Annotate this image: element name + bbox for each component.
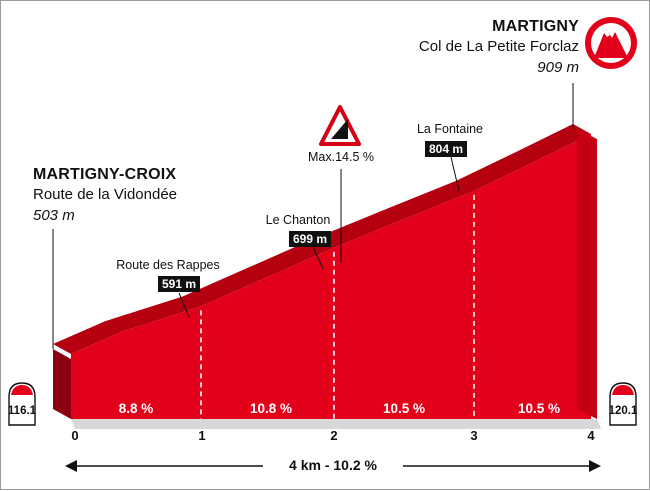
finish-altitude: 909 m (537, 59, 579, 76)
distance-summary: 4 km - 10.2 % (263, 457, 403, 473)
waypoint-rappes-altitude: 591 m (158, 276, 201, 292)
start-altitude: 503 m (33, 207, 75, 224)
waypoint-fontaine-altitude: 804 m (425, 141, 468, 157)
fontaine-leader (450, 156, 460, 192)
x-tick-1: 1 (198, 428, 206, 443)
start-place: Route de la Vidondée (33, 186, 178, 203)
finish-place: Col de La Petite Forclaz (418, 38, 579, 55)
x-tick-3: 3 (470, 428, 478, 443)
segment-gradient-1: 8.8 % (118, 401, 154, 416)
waypoint-chanton-name: Le Chanton (265, 213, 331, 227)
finish-name: MARTIGNY (492, 18, 579, 35)
start-km-marker: 116.1 (7, 405, 37, 417)
x-tick-2: 2 (330, 428, 338, 443)
start-km-marker-icon (8, 382, 36, 426)
mountain-summit-icon (585, 17, 637, 69)
profile-right-side (577, 129, 597, 419)
rappes-leader (178, 292, 190, 318)
x-tick-4: 4 (587, 428, 595, 443)
profile-baseline (71, 419, 601, 429)
profile-left-side (53, 349, 71, 419)
waypoint-rappes-name: Route des Rappes (116, 258, 220, 272)
x-tick-0: 0 (71, 428, 79, 443)
chanton-leader (312, 246, 324, 270)
segment-gradient-3: 10.5 % (382, 401, 426, 416)
km-separators (200, 194, 475, 419)
segment-gradient-2: 10.8 % (249, 401, 293, 416)
finish-km-marker: 120.1 (608, 405, 638, 417)
max-gradient-label: Max.14.5 % (307, 150, 374, 164)
segment-gradient-4: 10.5 % (517, 401, 561, 416)
steep-gradient-warning-icon (319, 105, 361, 146)
waypoint-fontaine-name: La Fontaine (416, 122, 484, 136)
start-name: MARTIGNY-CROIX (33, 166, 177, 183)
waypoint-chanton-altitude: 699 m (289, 231, 332, 247)
finish-km-marker-icon (609, 382, 637, 426)
